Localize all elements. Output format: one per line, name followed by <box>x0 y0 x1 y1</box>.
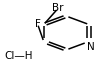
Text: F: F <box>35 19 41 29</box>
Text: Cl—H: Cl—H <box>5 51 33 61</box>
Text: Br: Br <box>52 3 64 13</box>
Text: N: N <box>87 42 95 52</box>
